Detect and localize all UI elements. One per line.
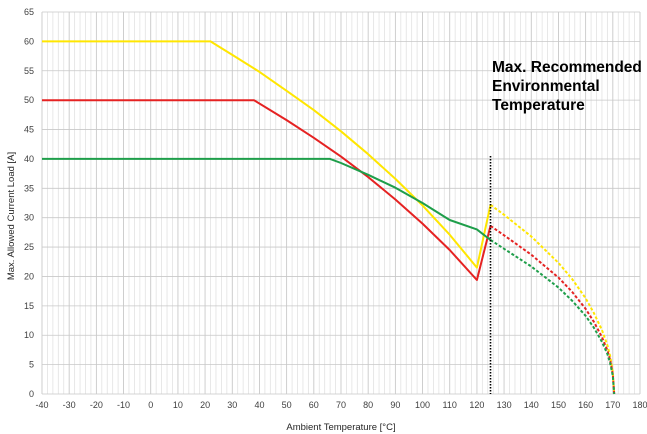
- x-tick-labels: -40 -30 -20 -10 0 10 20 30 40 50 60 70 80 90 100 110 120…: [35, 400, 647, 410]
- y-tick-label: 5: [29, 360, 34, 370]
- y-tick-label: 45: [24, 125, 34, 135]
- x-tick-label: 70: [336, 400, 346, 410]
- annotation-line-1: Max. Recommended: [492, 59, 642, 76]
- series-layer: [42, 40, 616, 395]
- x-tick-label: -10: [117, 400, 130, 410]
- x-tick-label: 80: [363, 400, 373, 410]
- x-tick-label: 120: [469, 400, 484, 410]
- y-tick-label: 60: [24, 36, 34, 46]
- x-tick-label: 150: [551, 400, 566, 410]
- annotation-line-3: Temperature: [492, 97, 585, 114]
- annotation-line-2: Environmental: [492, 78, 600, 95]
- series-line-2: [42, 99, 492, 281]
- series-line-extrapolated-1: [489, 203, 616, 395]
- y-tick-label: 50: [24, 95, 34, 105]
- x-tick-label: 40: [254, 400, 264, 410]
- y-tick-label: 15: [24, 301, 34, 311]
- series-line-3: [42, 157, 492, 241]
- y-tick-label: 55: [24, 66, 34, 76]
- x-tick-label: 0: [148, 400, 153, 410]
- y-tick-label: 40: [24, 154, 34, 164]
- x-tick-label: 110: [443, 400, 457, 410]
- x-axis-title: Ambient Temperature [°C]: [286, 422, 395, 433]
- x-tick-label: 160: [578, 400, 593, 410]
- y-tick-labels: 0 5 10 15 20 25 30 35 40 45 50 55 60 65: [24, 7, 34, 399]
- x-tick-label: 170: [605, 400, 620, 410]
- x-tick-label: 50: [282, 400, 292, 410]
- y-tick-label: 35: [24, 183, 34, 193]
- x-tick-label: 20: [200, 400, 210, 410]
- series-line-extrapolated-3: [489, 239, 616, 395]
- x-tick-label: 60: [309, 400, 319, 410]
- x-tick-label: 180: [632, 400, 647, 410]
- x-tick-label: 30: [227, 400, 237, 410]
- y-axis-title: Max. Allowed Current Load [A]: [6, 152, 17, 280]
- y-tick-label: 25: [24, 242, 34, 252]
- y-tick-label: 20: [24, 271, 34, 281]
- x-tick-label: 100: [415, 400, 430, 410]
- x-tick-label: 90: [390, 400, 400, 410]
- x-tick-label: -30: [63, 400, 76, 410]
- y-tick-label: 10: [24, 330, 34, 340]
- annotation-label: Max. Recommended Environmental Temperatu…: [492, 58, 642, 115]
- y-tick-label: 65: [24, 7, 34, 17]
- y-tick-label: 0: [29, 389, 34, 399]
- x-tick-label: -40: [35, 400, 48, 410]
- x-tick-label: 10: [173, 400, 183, 410]
- x-tick-label: 130: [497, 400, 512, 410]
- x-tick-label: 140: [524, 400, 539, 410]
- series-line-1: [42, 40, 492, 269]
- y-tick-label: 30: [24, 213, 34, 223]
- x-tick-label: -20: [90, 400, 103, 410]
